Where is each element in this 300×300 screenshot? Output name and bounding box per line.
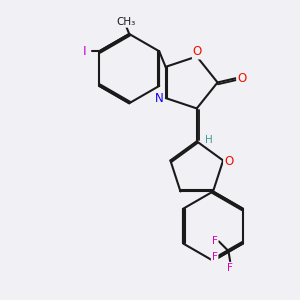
Text: F: F <box>212 236 218 246</box>
Text: F: F <box>212 252 218 262</box>
Text: N: N <box>155 92 164 104</box>
Text: CH₃: CH₃ <box>116 17 135 27</box>
Text: O: O <box>193 46 202 59</box>
Text: H: H <box>205 135 213 145</box>
Text: F: F <box>227 263 233 273</box>
Text: I: I <box>83 45 86 58</box>
Text: O: O <box>224 155 233 168</box>
Text: O: O <box>237 72 246 85</box>
